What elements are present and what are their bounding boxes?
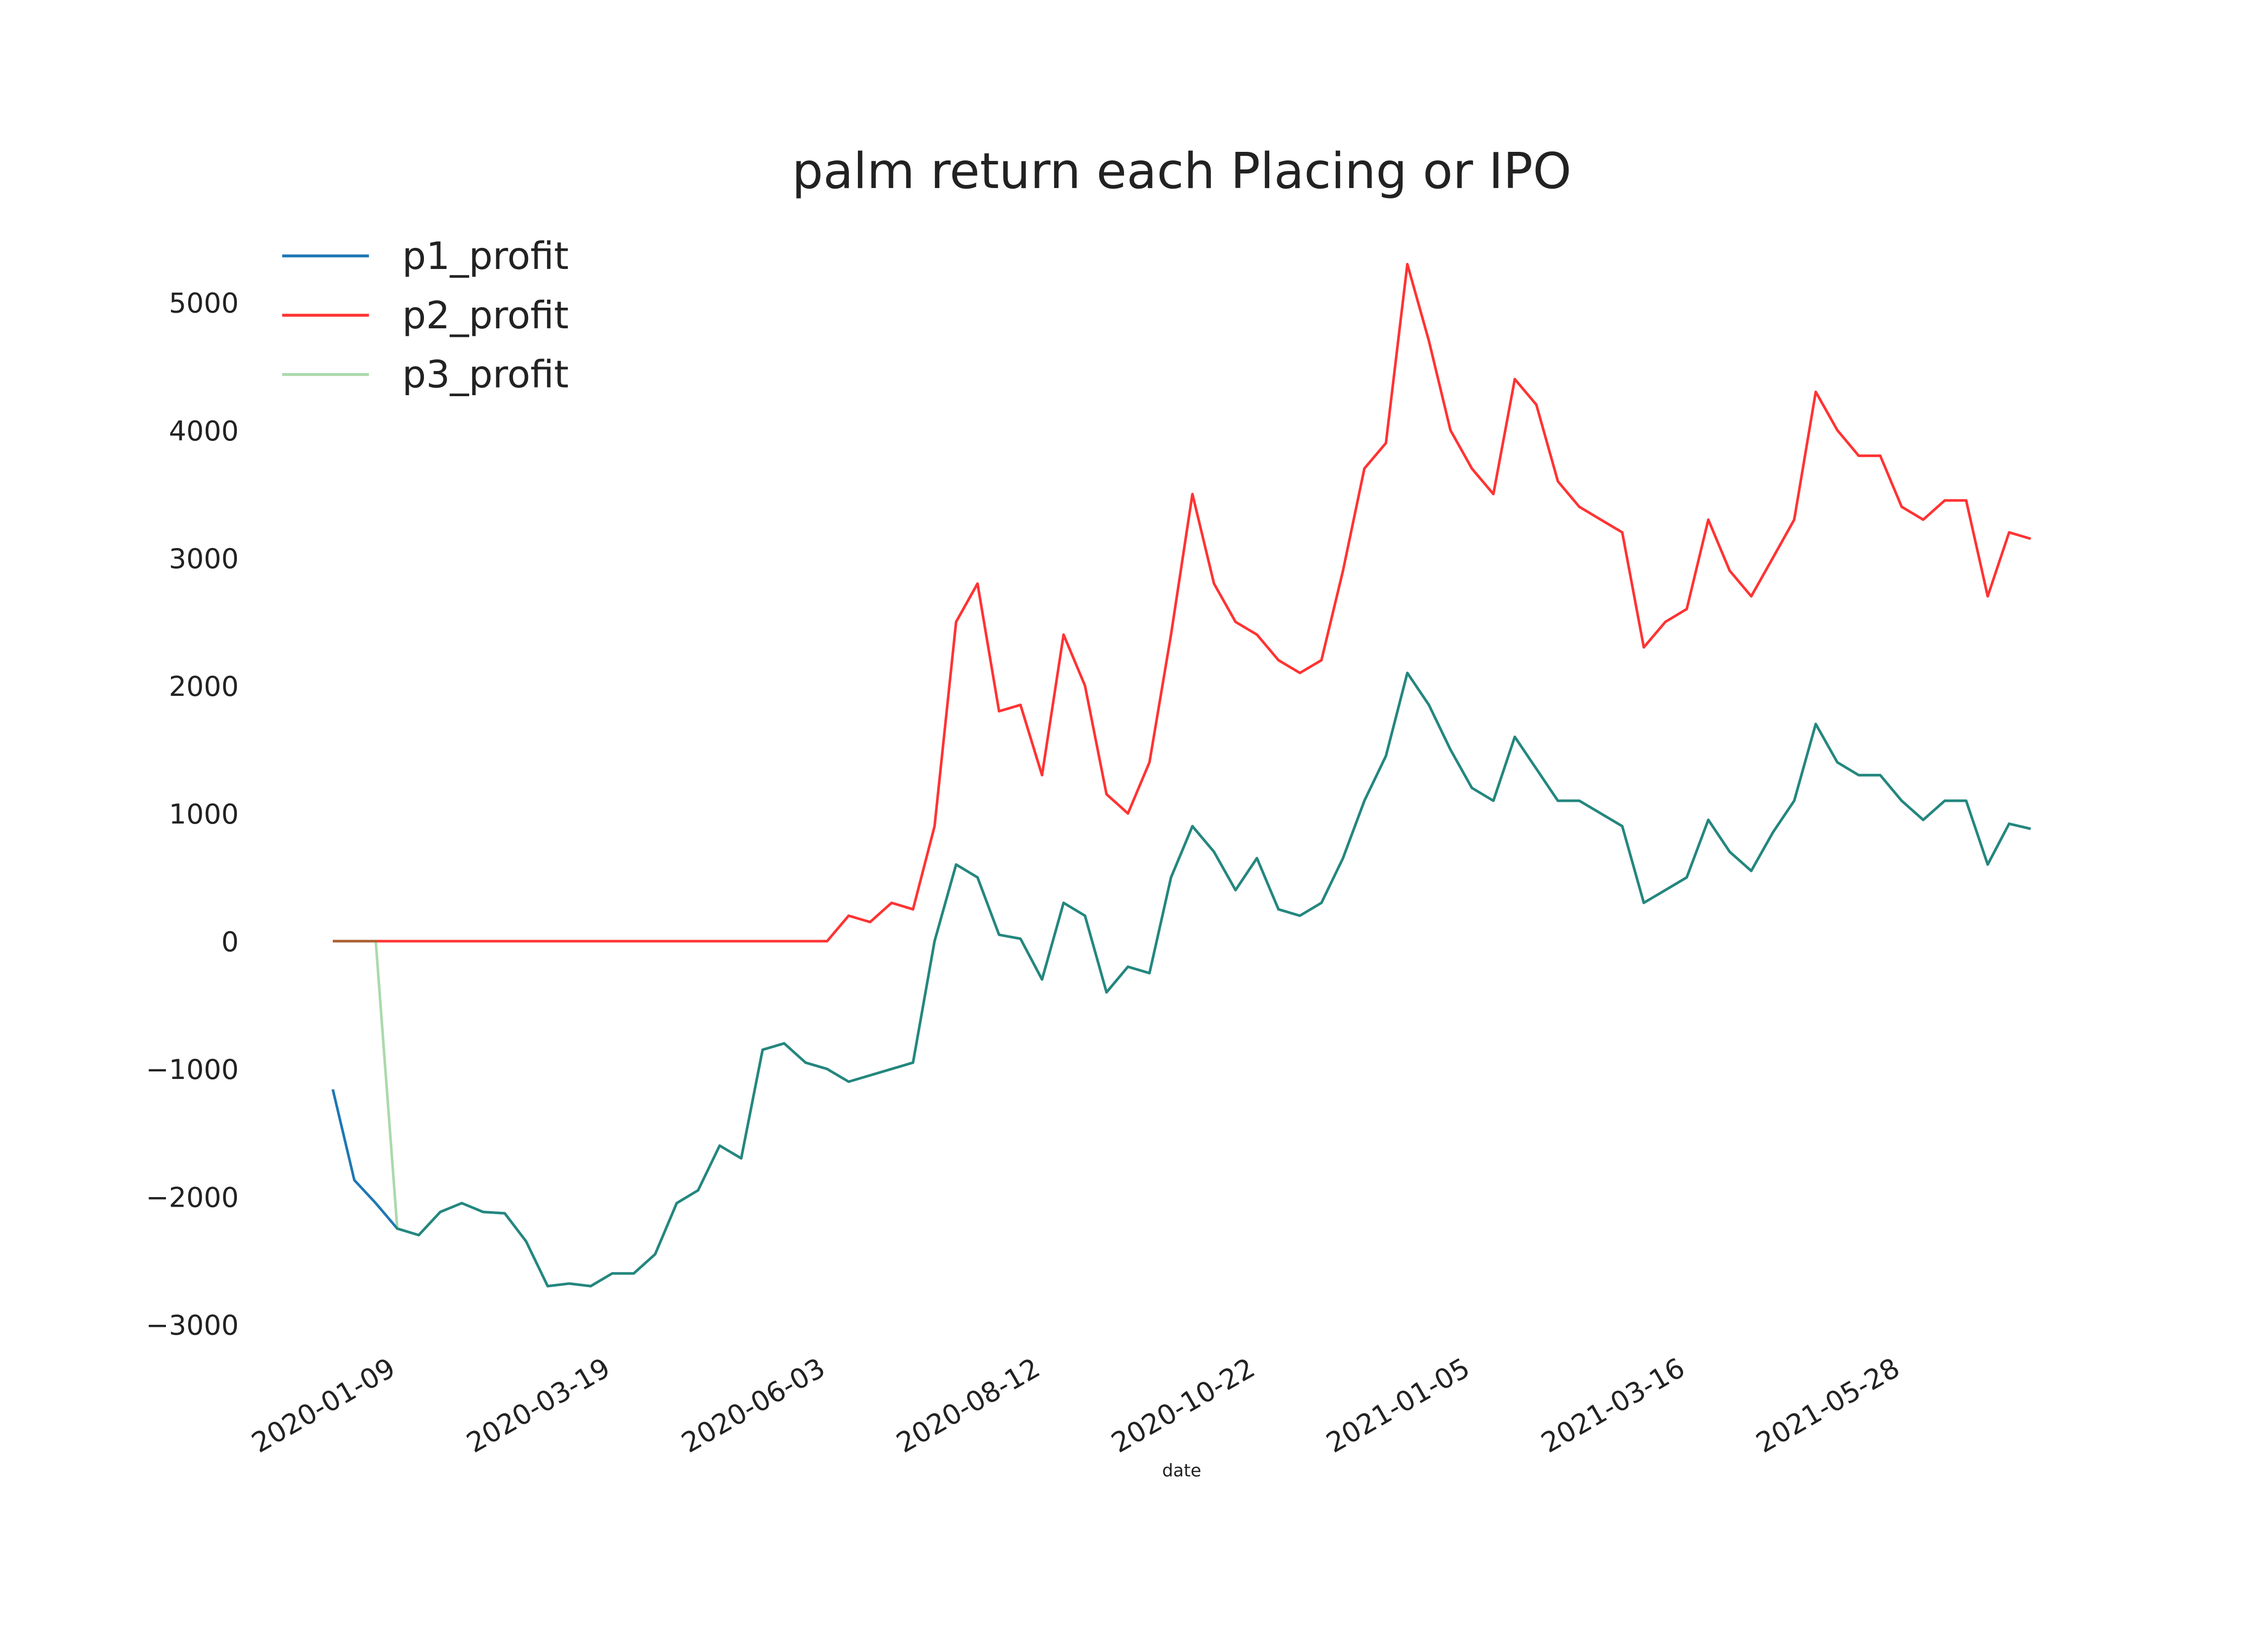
line-series — [331, 671, 2031, 1288]
x-tick-label: 2021-03-16 — [1536, 1351, 1690, 1459]
y-tick-label: 1000 — [169, 798, 239, 830]
legend-label: p2_profit — [402, 294, 569, 337]
y-tick-label: −3000 — [146, 1309, 239, 1341]
x-tick-label: 2020-08-12 — [891, 1351, 1045, 1459]
x-tick-label: 2020-01-09 — [246, 1351, 401, 1459]
y-tick-label: 5000 — [169, 287, 239, 319]
y-tick-label: −2000 — [146, 1181, 239, 1213]
line-series — [332, 262, 2031, 943]
x-tick-label: 2020-03-19 — [461, 1351, 616, 1459]
y-tick-label: 0 — [221, 926, 239, 958]
x-tick-label: 2021-01-05 — [1321, 1351, 1475, 1459]
y-tick-label: 4000 — [169, 415, 239, 447]
x-tick-label: 2020-06-03 — [676, 1351, 830, 1459]
line-series — [332, 671, 2031, 1288]
y-tick-label: 3000 — [169, 542, 239, 575]
x-axis-label: date — [1162, 1461, 1201, 1481]
x-tick-label: 2020-10-22 — [1106, 1351, 1260, 1459]
legend-label: p1_profit — [402, 234, 569, 278]
legend-label: p3_profit — [402, 353, 569, 397]
x-tick-label: 2021-05-28 — [1751, 1351, 1905, 1459]
y-tick-label: −1000 — [146, 1053, 239, 1085]
y-tick-label: 2000 — [169, 670, 239, 702]
chart-title: palm return each Placing or IPO — [792, 143, 1572, 200]
